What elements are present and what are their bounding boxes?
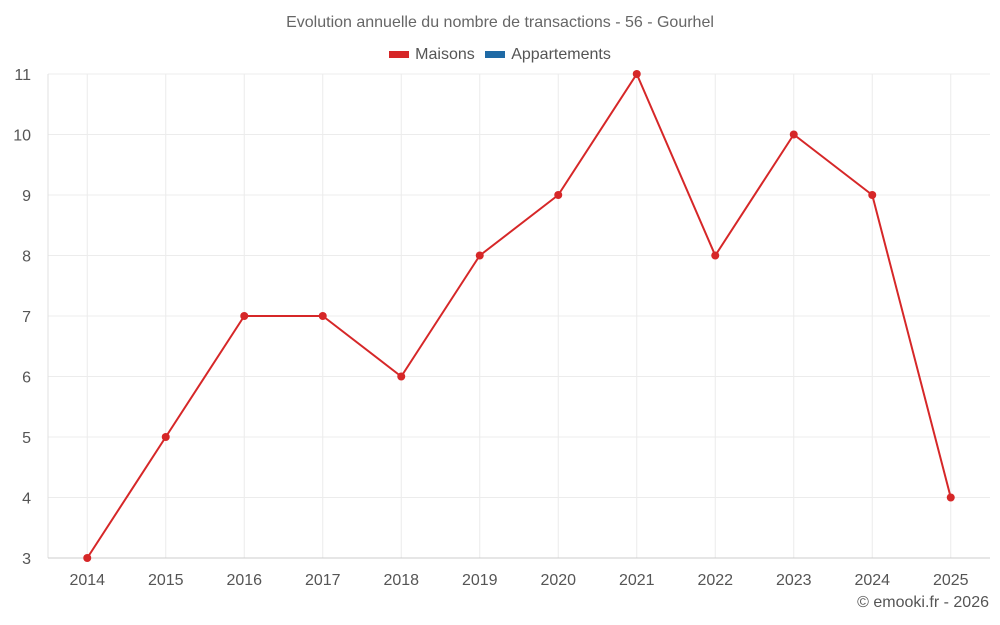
data-point	[946, 493, 955, 502]
series-line-maisons	[86, 73, 952, 559]
y-tick-label: 10	[13, 128, 31, 145]
series-maisons	[83, 70, 955, 562]
x-tick-label: 2017	[305, 572, 341, 589]
legend-label-maisons: Maisons	[415, 45, 475, 63]
data-point	[868, 191, 877, 199]
x-tick-label: 2021	[619, 572, 655, 589]
x-tick-label: 2014	[69, 572, 105, 589]
x-tick-label: 2022	[697, 572, 733, 589]
grid-lines	[48, 73, 990, 559]
x-tick-label: 2024	[854, 572, 890, 589]
data-point	[83, 554, 92, 562]
y-tick-label: 3	[22, 551, 31, 568]
chart-legend: Maisons Appartements	[0, 45, 1000, 64]
legend-label-appartements: Appartements	[511, 45, 611, 63]
data-point	[318, 312, 327, 320]
legend-swatch-maisons	[389, 51, 410, 58]
legend-item-appartements[interactable]: Appartements	[485, 46, 611, 64]
data-point	[161, 433, 170, 441]
x-tick-label: 2018	[383, 572, 419, 589]
data-point	[397, 372, 406, 381]
x-tick-label: 2025	[933, 572, 969, 589]
y-tick-label: 8	[22, 249, 31, 266]
data-point	[240, 312, 249, 320]
data-point	[554, 191, 563, 199]
credit-text: © emooki.fr - 2026	[857, 594, 989, 611]
legend-item-maisons[interactable]: Maisons	[389, 46, 475, 64]
x-tick-label: 2016	[226, 572, 262, 589]
y-tick-label: 6	[22, 370, 31, 387]
x-tick-label: 2023	[776, 572, 812, 589]
y-axis: 3 4 5 6 7 8 9 10 11	[13, 67, 49, 568]
data-point	[632, 70, 641, 78]
chart-title: Evolution annuelle du nombre de transact…	[286, 14, 714, 31]
y-tick-label: 7	[22, 309, 31, 326]
x-tick-label: 2020	[540, 572, 576, 589]
x-axis: 2014 2015 2016 2017 2018 2019 2020 2021 2022 2023…	[48, 557, 990, 589]
y-tick-label: 4	[22, 491, 31, 508]
y-tick-label: 9	[22, 188, 31, 205]
y-tick-label: 11	[14, 67, 31, 84]
data-point	[711, 251, 720, 260]
x-tick-label: 2019	[462, 572, 498, 589]
y-tick-label: 5	[22, 430, 31, 447]
legend-swatch-appartements	[485, 51, 506, 58]
data-point	[789, 130, 798, 139]
data-point	[475, 251, 484, 260]
x-tick-label: 2015	[148, 572, 184, 589]
